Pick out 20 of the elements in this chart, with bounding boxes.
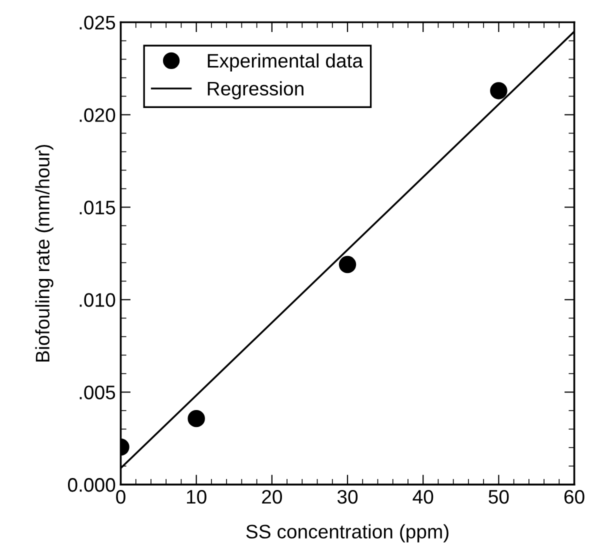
y-tick-label: .010 bbox=[80, 293, 116, 307]
x-tick-label: 40 bbox=[412, 490, 434, 504]
y-tick-label: 0.000 bbox=[68, 478, 116, 492]
y-tick-label: .015 bbox=[80, 200, 116, 214]
point bbox=[490, 82, 508, 100]
legend-label: Experimental data bbox=[208, 53, 364, 72]
x-tick-label: 20 bbox=[262, 490, 282, 504]
x-tick-label: 50 bbox=[488, 490, 509, 504]
y-tick-label: .005 bbox=[80, 386, 116, 400]
x-axis-title: SS concentration (ppm) bbox=[246, 524, 448, 542]
x-tick-label: 10 bbox=[187, 490, 206, 504]
legend-label: Regression bbox=[208, 81, 304, 100]
x-tick-label: 60 bbox=[564, 490, 584, 504]
y-tick-label: .020 bbox=[80, 108, 116, 122]
y-axis-title: Biofouling rate (mm/hour) bbox=[35, 144, 54, 362]
y-tick-label: .025 bbox=[80, 16, 116, 30]
x-tick-label: 30 bbox=[337, 490, 358, 504]
point bbox=[338, 256, 356, 274]
x-tick-label: 0 bbox=[116, 490, 126, 504]
point bbox=[188, 410, 205, 428]
